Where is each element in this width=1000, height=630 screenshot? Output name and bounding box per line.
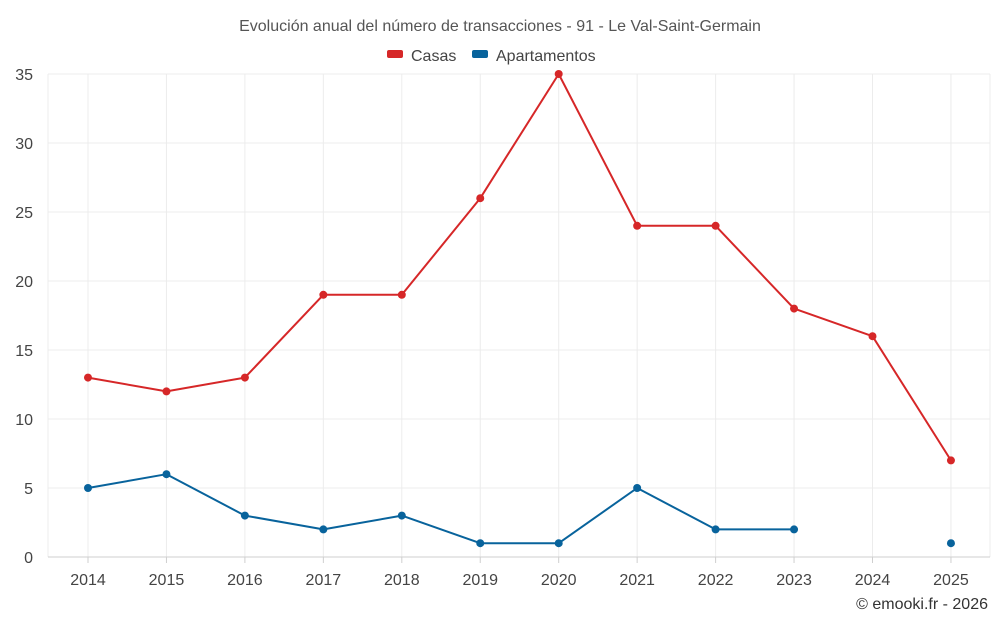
- y-tick-label-10: 10: [15, 412, 33, 429]
- x-tick-label-2019: 2019: [462, 572, 498, 589]
- y-axis-ticks: 0 5 10 15 20 25 30 35: [15, 67, 33, 567]
- series-casas: [84, 70, 955, 465]
- point-casas-2022[interactable]: [711, 221, 720, 230]
- point-apartamentos-2019[interactable]: [476, 539, 485, 548]
- x-axis-ticks: 2014 2015 2016 2017 2018 2019 2020 2021 2022 2023…: [70, 557, 969, 589]
- point-casas-2025[interactable]: [946, 456, 955, 465]
- x-tick-label-2021: 2021: [619, 572, 655, 589]
- legend-item-apartamentos[interactable]: Apartamentos: [472, 48, 596, 65]
- point-casas-2015[interactable]: [162, 387, 171, 396]
- x-tick-label-2018: 2018: [384, 572, 420, 589]
- point-apartamentos-2017[interactable]: [319, 525, 328, 534]
- legend-label-casas: Casas: [411, 48, 456, 65]
- x-tick-label-2025: 2025: [933, 572, 969, 589]
- chart-title: Evolución anual del número de transaccio…: [239, 18, 761, 35]
- point-casas-2019[interactable]: [476, 194, 485, 203]
- x-tick-label-2014: 2014: [70, 572, 106, 589]
- y-tick-label-20: 20: [15, 274, 33, 291]
- point-casas-2021[interactable]: [633, 221, 642, 230]
- credit-text: © emooki.fr - 2026: [856, 596, 988, 613]
- x-tick-label-2020: 2020: [541, 572, 577, 589]
- point-apartamentos-2018[interactable]: [397, 511, 406, 520]
- legend-item-casas[interactable]: Casas: [387, 48, 456, 65]
- x-tick-label-2015: 2015: [149, 572, 185, 589]
- point-apartamentos-2022[interactable]: [711, 525, 720, 534]
- point-casas-2023[interactable]: [790, 304, 799, 313]
- y-tick-label-0: 0: [24, 550, 33, 567]
- x-tick-label-2024: 2024: [855, 572, 891, 589]
- point-apartamentos-2016[interactable]: [240, 511, 249, 520]
- point-apartamentos-2023[interactable]: [790, 525, 799, 534]
- legend: Casas Apartamentos: [387, 48, 596, 65]
- y-tick-label-15: 15: [15, 343, 33, 360]
- point-casas-2017[interactable]: [319, 290, 328, 299]
- x-tick-label-2016: 2016: [227, 572, 263, 589]
- series-layer: [84, 70, 955, 548]
- point-apartamentos-2014[interactable]: [84, 484, 92, 492]
- series-line-apartamentos: [87, 473, 795, 545]
- y-tick-label-30: 30: [15, 136, 33, 153]
- point-casas-2020[interactable]: [554, 70, 563, 78]
- series-line-casas: [87, 73, 952, 461]
- y-tick-label-35: 35: [15, 67, 33, 84]
- x-tick-label-2022: 2022: [698, 572, 734, 589]
- point-apartamentos-2025[interactable]: [946, 539, 955, 548]
- legend-swatch-casas: [387, 50, 403, 58]
- point-apartamentos-2015[interactable]: [162, 470, 171, 479]
- grid: [47, 73, 991, 557]
- x-tick-label-2023: 2023: [776, 572, 812, 589]
- legend-label-apartamentos: Apartamentos: [496, 48, 596, 65]
- point-casas-2014[interactable]: [84, 373, 92, 382]
- point-casas-2016[interactable]: [240, 373, 249, 382]
- series-apartamentos: [84, 470, 955, 548]
- y-tick-label-25: 25: [15, 205, 33, 222]
- point-apartamentos-2020[interactable]: [554, 539, 563, 548]
- legend-swatch-apartamentos: [472, 50, 488, 58]
- point-casas-2024[interactable]: [868, 332, 877, 341]
- x-tick-label-2017: 2017: [306, 572, 342, 589]
- y-tick-label-5: 5: [24, 481, 33, 498]
- point-casas-2018[interactable]: [397, 290, 406, 299]
- point-apartamentos-2021[interactable]: [633, 484, 642, 492]
